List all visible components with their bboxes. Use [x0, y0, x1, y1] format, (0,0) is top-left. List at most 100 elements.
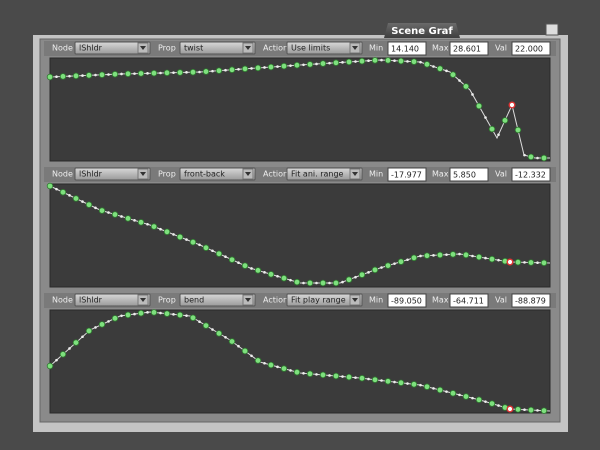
keyframe[interactable]	[189, 238, 197, 246]
keyframe[interactable]	[241, 65, 249, 73]
tab[interactable]	[384, 23, 460, 38]
node-dropdown[interactable]	[74, 293, 151, 307]
keyframe[interactable]	[280, 62, 288, 70]
keyframe[interactable]	[397, 57, 405, 65]
keyframe[interactable]	[514, 406, 522, 413]
max-input[interactable]	[449, 41, 489, 56]
keyframe[interactable]	[163, 69, 171, 77]
keyframe[interactable]	[384, 57, 392, 64]
keyframe[interactable]	[306, 370, 314, 378]
keyframe[interactable]	[98, 207, 106, 214]
keyframe[interactable]	[345, 58, 353, 66]
graph-area[interactable]	[49, 57, 551, 162]
keyframe[interactable]	[163, 310, 171, 317]
prop-dropdown[interactable]	[179, 41, 256, 55]
keyframe[interactable]	[202, 68, 210, 75]
keyframe[interactable]	[540, 259, 548, 267]
keyframe[interactable]	[384, 262, 392, 269]
prop-dropdown[interactable]	[179, 293, 256, 307]
keyframe[interactable]	[514, 126, 522, 134]
keyframe[interactable]	[293, 62, 301, 69]
keyframe[interactable]	[228, 66, 236, 73]
keyframe[interactable]	[124, 215, 132, 222]
keyframe[interactable]	[59, 351, 67, 358]
keyframe[interactable]	[137, 70, 145, 77]
keyframe[interactable]	[59, 189, 67, 196]
keyframe[interactable]	[85, 327, 93, 335]
keyframe[interactable]	[423, 252, 431, 259]
keyframe[interactable]	[527, 406, 535, 414]
keyframe[interactable]	[215, 330, 223, 337]
keyframe[interactable]	[423, 61, 431, 68]
keyframe[interactable]	[436, 65, 444, 72]
keyframe[interactable]	[85, 72, 93, 79]
keyframe[interactable]	[319, 60, 327, 67]
keyframe[interactable]	[436, 251, 444, 259]
keyframe[interactable]	[449, 390, 457, 397]
keyframe[interactable]	[98, 321, 106, 328]
keyframe[interactable]	[514, 259, 522, 266]
keyframe[interactable]	[137, 219, 145, 226]
min-input[interactable]	[387, 167, 427, 182]
val-input[interactable]	[511, 41, 551, 56]
keyframe[interactable]	[111, 315, 119, 322]
keyframe[interactable]	[449, 251, 457, 258]
keyframe[interactable]	[501, 117, 509, 124]
keyframe[interactable]	[124, 311, 132, 319]
keyframe[interactable]	[423, 383, 431, 390]
keyframe[interactable]	[254, 64, 262, 72]
keyframe[interactable]	[267, 63, 275, 71]
keyframe[interactable]	[332, 59, 340, 66]
keyframe[interactable]	[280, 275, 288, 282]
keyframe[interactable]	[462, 393, 470, 400]
keyframe[interactable]	[345, 373, 353, 381]
keyframe[interactable]	[72, 195, 80, 202]
keyframe[interactable]	[150, 223, 158, 230]
val-input[interactable]	[511, 167, 551, 182]
keyframe[interactable]	[358, 375, 366, 382]
keyframe[interactable]	[410, 58, 418, 65]
keyframe[interactable]	[293, 278, 301, 286]
keyframe[interactable]	[202, 244, 210, 251]
keyframe[interactable]	[332, 279, 340, 287]
keyframe[interactable]	[319, 371, 327, 379]
keyframe[interactable]	[59, 73, 67, 80]
current-frame[interactable]	[506, 258, 514, 266]
keyframe[interactable]	[124, 70, 132, 77]
keyframe[interactable]	[267, 271, 275, 278]
graph-area[interactable]	[49, 183, 551, 288]
keyframe[interactable]	[410, 381, 418, 388]
keyframe[interactable]	[358, 57, 366, 65]
keyframe[interactable]	[306, 61, 314, 68]
keyframe[interactable]	[540, 407, 548, 414]
keyframe[interactable]	[475, 253, 483, 261]
keyframe[interactable]	[228, 338, 236, 345]
keyframe[interactable]	[111, 211, 119, 218]
keyframe[interactable]	[163, 228, 171, 235]
node-dropdown[interactable]	[74, 167, 151, 181]
keyframe[interactable]	[475, 102, 483, 110]
keyframe[interactable]	[267, 361, 275, 369]
keyframe[interactable]	[72, 72, 80, 80]
keyframe[interactable]	[527, 259, 535, 266]
action-dropdown[interactable]	[286, 293, 363, 307]
keyframe[interactable]	[436, 386, 444, 394]
keyframe[interactable]	[371, 57, 379, 64]
keyframe[interactable]	[371, 376, 379, 383]
current-frame[interactable]	[506, 405, 514, 413]
keyframe[interactable]	[462, 83, 470, 90]
keyframe[interactable]	[72, 339, 80, 346]
keyframe[interactable]	[319, 279, 327, 287]
keyframe[interactable]	[150, 69, 158, 77]
keyframe[interactable]	[241, 347, 249, 355]
keyframe[interactable]	[306, 279, 314, 287]
keyframe[interactable]	[202, 322, 210, 329]
current-frame[interactable]	[508, 101, 516, 109]
keyframe[interactable]	[527, 153, 535, 161]
keyframe[interactable]	[46, 73, 54, 81]
keyframe[interactable]	[46, 182, 54, 190]
menu-icon[interactable]	[545, 23, 559, 36]
keyframe[interactable]	[540, 154, 548, 162]
keyframe[interactable]	[449, 71, 457, 78]
keyframe[interactable]	[488, 400, 496, 407]
